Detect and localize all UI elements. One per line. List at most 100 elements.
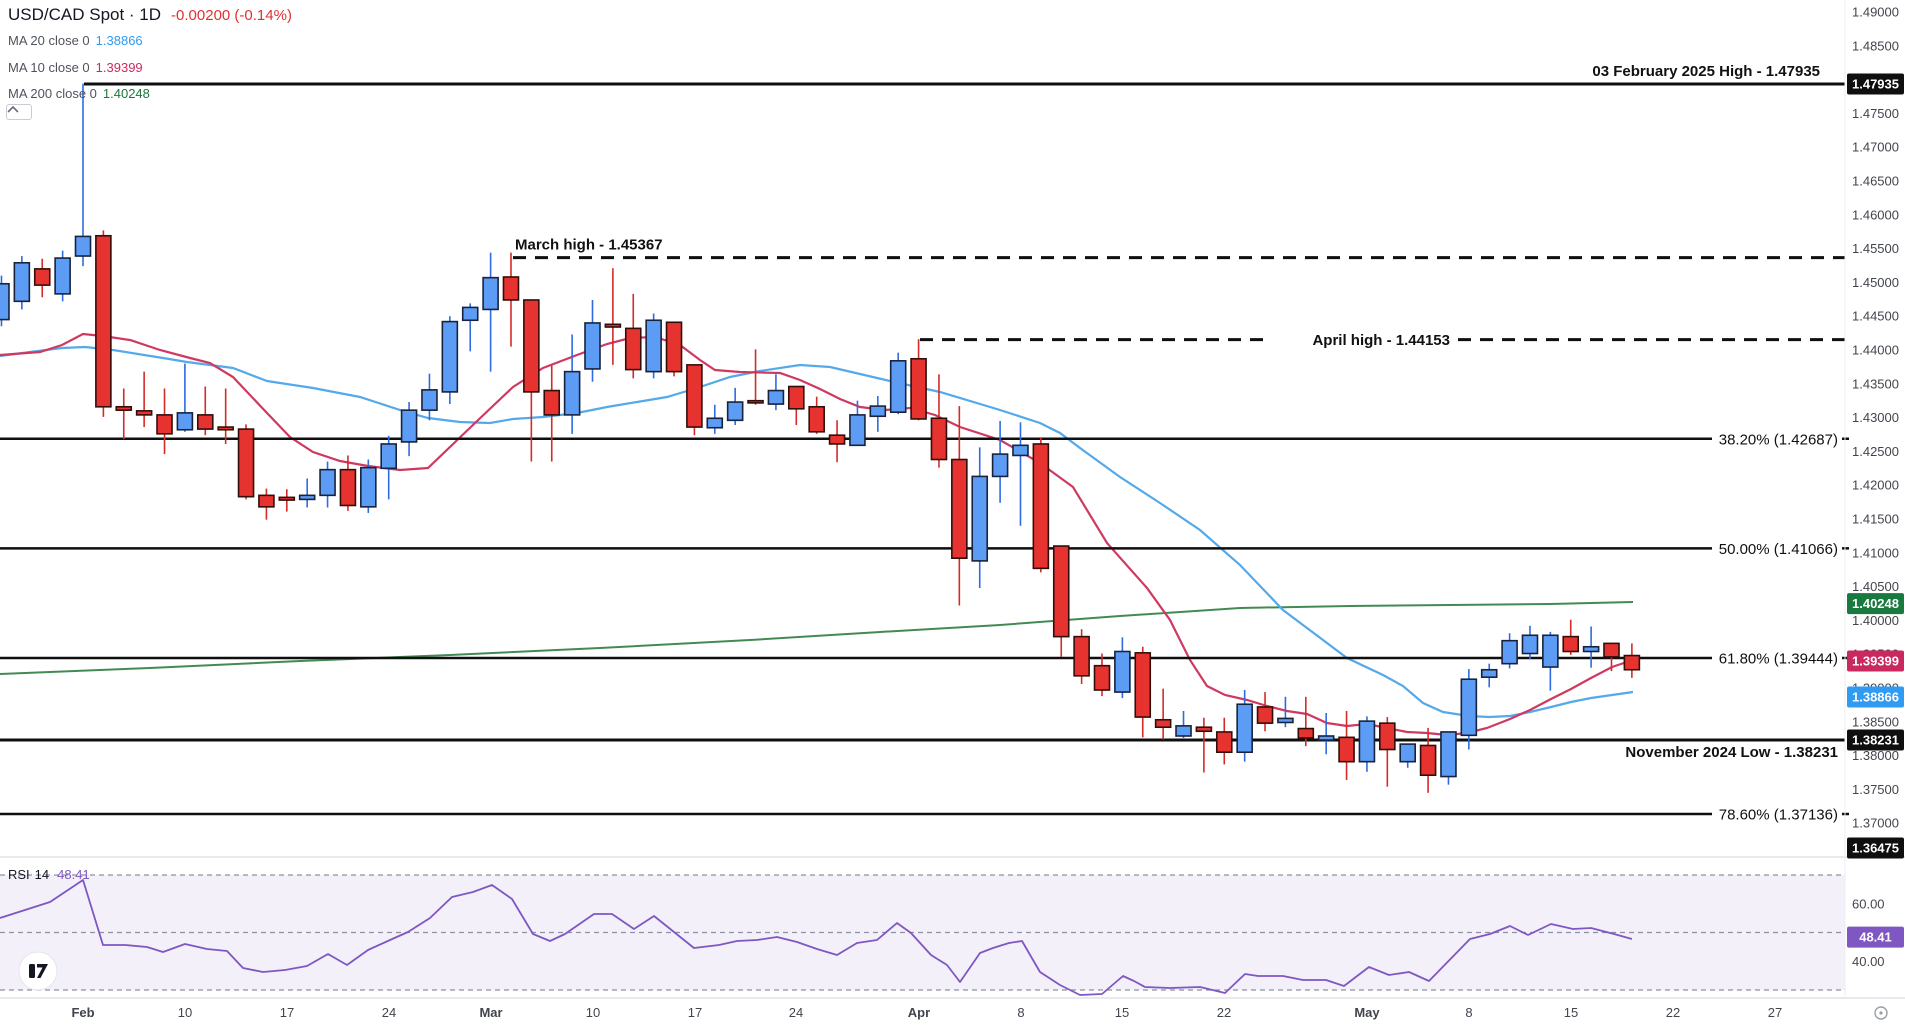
rsi-badge <box>1847 926 1904 948</box>
time-tick-May[interactable]: May <box>1354 1005 1380 1020</box>
time-tick-24[interactable]: 24 <box>789 1005 803 1020</box>
price-badge-1.38866-text: 1.38866 <box>1852 690 1899 705</box>
candle-down <box>217 426 234 431</box>
price-tick-1.48500: 1.48500 <box>1852 38 1899 53</box>
time-tick-8[interactable]: 8 <box>1465 1005 1472 1020</box>
candle-up <box>1175 725 1192 737</box>
tradingview-logo[interactable] <box>18 951 58 991</box>
time-tick-10[interactable]: 10 <box>178 1005 192 1020</box>
symbol-header[interactable]: USD/CAD Spot · 1D -0.00200 (-0.14%) <box>8 5 292 25</box>
candle-down <box>1419 744 1437 777</box>
level-label-march-high: March high - 1.45367 <box>515 237 663 254</box>
candle-down <box>1623 654 1641 671</box>
candle-up <box>421 389 438 411</box>
rsi-label: RSI <box>8 867 30 882</box>
rsi-line <box>0 879 1633 996</box>
price-tick-1.45000: 1.45000 <box>1852 275 1899 290</box>
rsi-period: 14 <box>34 867 50 882</box>
time-tick-22[interactable]: 22 <box>1217 1005 1231 1020</box>
candle-up <box>13 261 31 303</box>
candle-down <box>135 410 153 416</box>
candle-down <box>787 385 805 410</box>
ma10-line <box>0 332 1634 737</box>
ma10-value: 1.39399 <box>95 60 143 75</box>
chevron-up-icon <box>7 105 19 113</box>
candle-down <box>278 496 296 501</box>
candle-down <box>258 494 275 508</box>
price-tick-1.42500: 1.42500 <box>1852 444 1899 459</box>
price-tick-1.40000: 1.40000 <box>1852 613 1899 628</box>
candle-down <box>115 405 133 411</box>
price-badge-1.38866 <box>1847 686 1904 708</box>
time-tick-27[interactable]: 27 <box>1768 1005 1782 1020</box>
price-tick-1.41000: 1.41000 <box>1852 545 1899 560</box>
candle-up <box>1480 668 1498 678</box>
candle-up <box>380 443 398 470</box>
time-tick-Apr[interactable]: Apr <box>908 1005 930 1020</box>
candle-down <box>196 414 214 430</box>
level-label-april-high: April high - 1.44153 <box>1312 332 1450 349</box>
time-tick-15[interactable]: 15 <box>1115 1005 1129 1020</box>
price-tick-1.38000: 1.38000 <box>1852 748 1899 763</box>
candle-up <box>1521 634 1539 655</box>
level-label-november-2024-low: November 2024 Low - 1.38231 <box>1625 744 1838 761</box>
time-tick-15[interactable]: 15 <box>1564 1005 1578 1020</box>
candle-down <box>1297 727 1315 739</box>
ma20-value: 1.38866 <box>95 33 143 48</box>
rsi-value: 48.41 <box>57 867 90 882</box>
candle-down <box>156 414 173 435</box>
candle-up <box>971 475 989 562</box>
level-label-fib-500: 50.00% (1.41066) <box>1719 541 1838 558</box>
candle-down <box>624 327 642 371</box>
ma20-legend[interactable]: MA 20 close 0 1.38866 <box>8 33 143 48</box>
price-tick-1.42000: 1.42000 <box>1852 478 1899 493</box>
time-tick-17[interactable]: 17 <box>688 1005 702 1020</box>
candle-up <box>482 276 499 311</box>
candle-up <box>1582 645 1600 653</box>
ma10-legend[interactable]: MA 10 close 0 1.39399 <box>8 60 143 75</box>
candle-up <box>991 453 1009 478</box>
ma200-legend[interactable]: MA 200 close 0 1.40248 <box>8 86 150 101</box>
candle-up <box>1012 444 1029 457</box>
candle-up <box>849 414 866 447</box>
price-tick-1.47500: 1.47500 <box>1852 106 1899 121</box>
time-tick-10[interactable]: 10 <box>586 1005 600 1020</box>
price-badge-1.38231 <box>1847 729 1904 751</box>
candle-up <box>1460 678 1478 737</box>
time-tick-24[interactable]: 24 <box>382 1005 396 1020</box>
price-badge-1.40248 <box>1847 593 1904 615</box>
candle-up <box>1317 735 1335 741</box>
time-tick-8[interactable]: 8 <box>1017 1005 1024 1020</box>
candle-up <box>319 468 336 497</box>
price-tick-1.37500: 1.37500 <box>1852 782 1899 797</box>
candle-down <box>523 299 540 393</box>
price-badge-1.47935-text: 1.47935 <box>1852 76 1899 91</box>
candle-up <box>1114 650 1131 693</box>
candle-up <box>1542 634 1559 668</box>
candle-up <box>54 257 71 295</box>
candle-up <box>400 409 418 443</box>
candle-up <box>563 370 581 416</box>
rsi-legend[interactable]: RSI 14 48.41 <box>8 867 90 882</box>
time-tick-17[interactable]: 17 <box>280 1005 294 1020</box>
price-badge-1.36475-text: 1.36475 <box>1852 841 1899 856</box>
symbol-title: USD/CAD Spot · 1D <box>8 5 162 24</box>
price-tick-1.46000: 1.46000 <box>1852 207 1899 222</box>
price-badge-1.39399-text: 1.39399 <box>1852 654 1899 669</box>
candle-up <box>1440 731 1457 778</box>
candle-up <box>726 401 744 422</box>
time-tick-22[interactable]: 22 <box>1666 1005 1680 1020</box>
time-tick-Feb[interactable]: Feb <box>71 1005 94 1020</box>
time-tick-Mar[interactable]: Mar <box>479 1005 502 1020</box>
candle-down <box>1338 736 1355 763</box>
candle-down <box>237 428 255 498</box>
candle-down <box>604 323 622 328</box>
candle-down <box>1093 664 1111 691</box>
ma20-line <box>0 345 1634 719</box>
price-tick-1.43500: 1.43500 <box>1852 376 1899 391</box>
collapse-indicators-button[interactable] <box>6 104 32 120</box>
candle-down <box>339 468 357 507</box>
candle-down <box>808 405 825 433</box>
